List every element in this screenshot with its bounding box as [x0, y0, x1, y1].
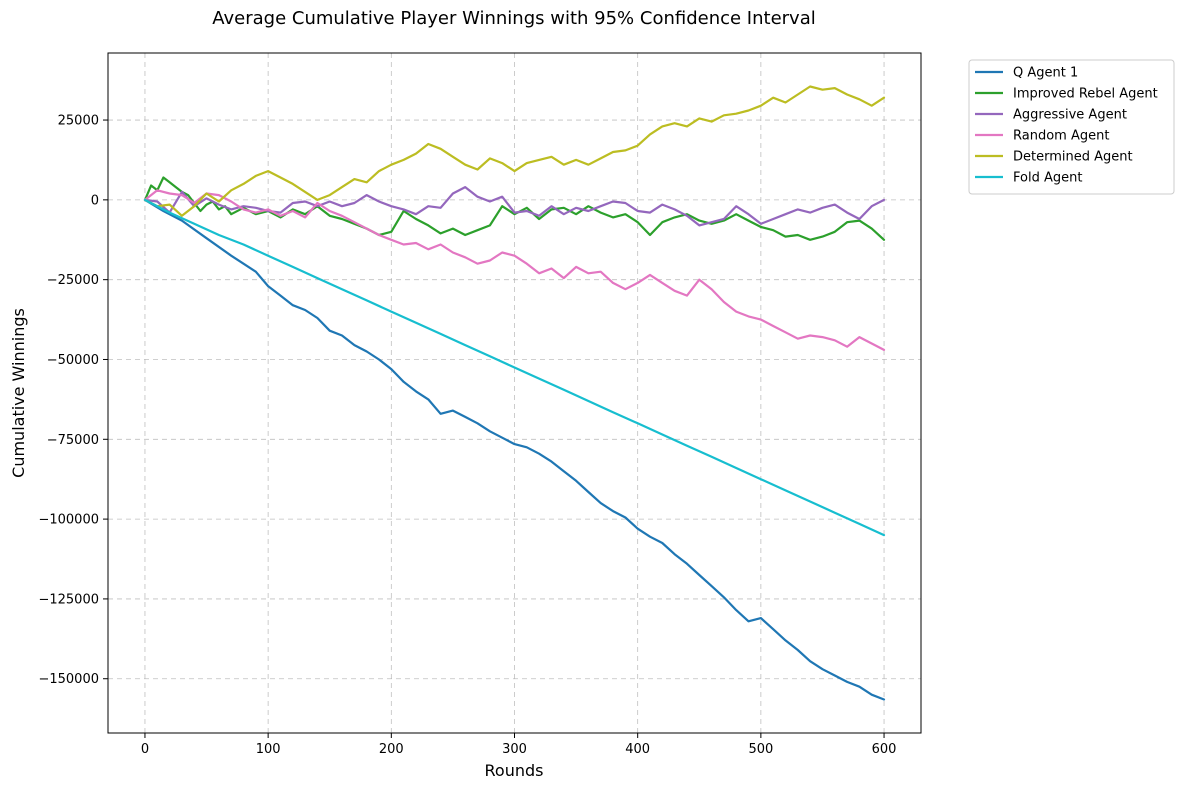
- series-line-random-agent: [143, 189, 886, 351]
- series-line-fold-agent: [143, 198, 886, 537]
- legend-label-determined-agent: Determined Agent: [1013, 150, 1133, 165]
- series-line-determined-agent: [143, 85, 886, 217]
- x-axis-label: Rounds: [485, 761, 544, 780]
- chart-title: Average Cumulative Player Winnings with …: [212, 8, 815, 29]
- y-tick-label: 25000: [58, 114, 99, 129]
- x-tick-label: 400: [625, 742, 650, 757]
- y-tick-label: −100000: [38, 513, 99, 528]
- x-tick-label: 500: [748, 742, 773, 757]
- series-layer: [143, 85, 886, 701]
- legend-label-q-agent-1: Q Agent 1: [1013, 66, 1078, 81]
- y-tick-label: −25000: [47, 273, 99, 288]
- x-tick-label: 600: [872, 742, 897, 757]
- y-axis-label: Cumulative Winnings: [9, 308, 28, 478]
- series-line-q-agent-1: [143, 198, 886, 701]
- legend-label-aggressive-agent: Aggressive Agent: [1013, 108, 1127, 123]
- axis-ticks: 0 100 200 300 400 500 600 25000 0 −25000 −50000 −75…: [38, 114, 896, 757]
- y-tick-label: −75000: [47, 433, 99, 448]
- y-tick-label: −125000: [38, 592, 99, 607]
- legend-label-fold-agent: Fold Agent: [1013, 171, 1082, 186]
- x-tick-label: 0: [141, 742, 149, 757]
- series-line-aggressive-agent: [143, 186, 886, 227]
- y-tick-label: −50000: [47, 353, 99, 368]
- x-tick-label: 300: [502, 742, 527, 757]
- x-tick-label: 100: [256, 742, 281, 757]
- grid: [108, 53, 921, 733]
- legend-label-improved-rebel-agent: Improved Rebel Agent: [1013, 87, 1158, 102]
- x-tick-label: 200: [379, 742, 404, 757]
- y-tick-label: −150000: [38, 672, 99, 687]
- legend: Q Agent 1 Improved Rebel Agent Aggressive …: [968, 59, 1175, 195]
- y-tick-label: 0: [91, 193, 99, 208]
- legend-label-random-agent: Random Agent: [1013, 129, 1109, 144]
- legend-frame: [968, 59, 1175, 195]
